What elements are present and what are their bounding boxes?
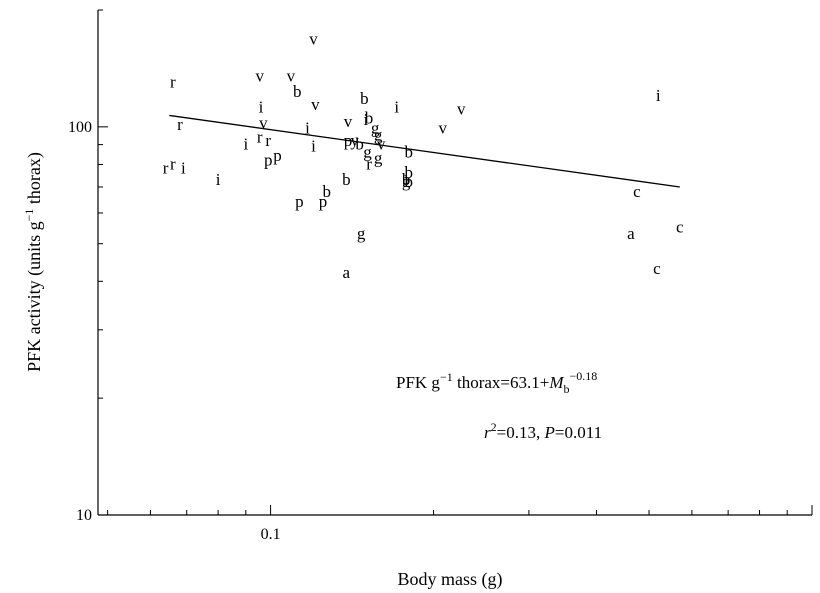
- data-point: a: [343, 263, 351, 282]
- y-axis-title: PFK activity (units g−1 thorax): [22, 152, 45, 372]
- stats-P: P: [543, 423, 554, 442]
- data-point: b: [402, 170, 411, 189]
- data-point: r: [366, 154, 372, 173]
- data-point: i: [305, 119, 310, 138]
- data-point: r: [163, 159, 169, 178]
- data-point: b: [405, 142, 414, 161]
- data-point: i: [259, 98, 264, 117]
- stats-r-sup: 2: [491, 420, 497, 434]
- data-point: v: [256, 66, 265, 85]
- x-tick-label: 0.1: [261, 526, 281, 543]
- data-point: i: [364, 110, 369, 129]
- data-point: p: [273, 146, 282, 165]
- data-point: r: [257, 127, 263, 146]
- data-point: r: [170, 154, 176, 173]
- ticks: [98, 9, 813, 516]
- data-point: v: [309, 29, 318, 48]
- data-point: v: [287, 66, 296, 85]
- stats-p-val: =0.011: [555, 423, 602, 442]
- data-point: b: [342, 170, 351, 189]
- data-point: a: [627, 224, 635, 243]
- y-tick-label: 100: [68, 119, 92, 136]
- data-point: b: [360, 89, 369, 108]
- data-point: v: [457, 99, 466, 118]
- stats-r: r: [484, 423, 491, 442]
- x-axis-title: Body mass (g): [398, 569, 503, 590]
- y-axis-title-main: PFK activity (units g: [24, 221, 45, 372]
- equation-sup2: −0.18: [570, 369, 598, 383]
- data-point: g: [374, 148, 383, 167]
- data-point: r: [177, 115, 183, 134]
- data-point: p: [295, 192, 304, 211]
- data-point: b: [323, 182, 332, 201]
- equation-mid: thorax=63.1+: [453, 373, 550, 392]
- data-point: p: [344, 131, 353, 150]
- data-point: c: [653, 259, 661, 278]
- stats-r-val: =0.13,: [497, 423, 545, 442]
- data-point: g: [374, 125, 383, 144]
- data-point: i: [656, 86, 661, 105]
- data-point: b: [405, 172, 414, 191]
- data-point: g: [402, 172, 411, 191]
- data-point: y: [350, 131, 359, 150]
- data-point: p: [264, 150, 273, 169]
- axes: [97, 10, 812, 516]
- equation-sup1: −1: [440, 370, 453, 384]
- data-point: c: [633, 182, 641, 201]
- data-point: i: [394, 98, 399, 117]
- data-point: r: [170, 73, 176, 92]
- data-point: g: [371, 119, 380, 138]
- data-point: b: [293, 82, 302, 101]
- data-point: b: [355, 135, 364, 154]
- equation-M: M: [548, 373, 564, 392]
- data-point: v: [439, 119, 448, 138]
- data-point: g: [357, 224, 366, 243]
- data-point: i: [311, 136, 316, 155]
- data-point: b: [405, 163, 414, 182]
- data-point: v: [259, 114, 268, 133]
- equation-annotation: PFK g−1 thorax=63.1+Mb−0.18: [396, 369, 597, 396]
- data-point: v: [344, 112, 353, 131]
- stats-annotation: r2=0.13, P=0.011: [484, 420, 602, 442]
- equation-sub: b: [564, 382, 570, 396]
- data-point: p: [319, 192, 328, 211]
- data-point: i: [243, 135, 248, 154]
- regression-line: [169, 114, 680, 188]
- data-point: c: [676, 218, 684, 237]
- data-point: i: [181, 159, 186, 178]
- data-point: g: [363, 142, 372, 161]
- y-axis-title-tail: thorax): [24, 152, 45, 208]
- tick-labels: 0.1 10 100: [68, 119, 281, 543]
- data-point: b: [365, 109, 374, 128]
- data-point: r: [265, 131, 271, 150]
- y-tick-label: 10: [76, 507, 92, 524]
- y-axis-title-sup: −1: [22, 209, 36, 222]
- data-point: i: [216, 170, 221, 189]
- data-point: v: [311, 95, 320, 114]
- data-point: v: [377, 135, 386, 154]
- equation-prefix: PFK g: [396, 373, 440, 392]
